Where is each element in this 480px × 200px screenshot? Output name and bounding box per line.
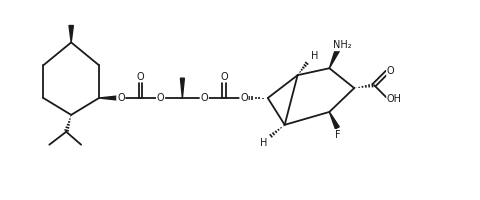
Text: H: H <box>260 138 267 148</box>
Text: OH: OH <box>387 94 402 104</box>
Text: O: O <box>157 93 164 103</box>
Text: O: O <box>201 93 208 103</box>
Text: O: O <box>220 72 228 82</box>
Text: NH₂: NH₂ <box>333 40 351 50</box>
Polygon shape <box>329 49 339 68</box>
Polygon shape <box>99 96 121 100</box>
Polygon shape <box>329 112 339 129</box>
Polygon shape <box>180 78 184 98</box>
Text: O: O <box>117 93 125 103</box>
Polygon shape <box>69 26 73 42</box>
Text: O: O <box>137 72 144 82</box>
Text: H: H <box>311 51 318 61</box>
Text: O: O <box>387 66 395 76</box>
Text: O: O <box>240 93 248 103</box>
Text: F: F <box>335 130 340 140</box>
